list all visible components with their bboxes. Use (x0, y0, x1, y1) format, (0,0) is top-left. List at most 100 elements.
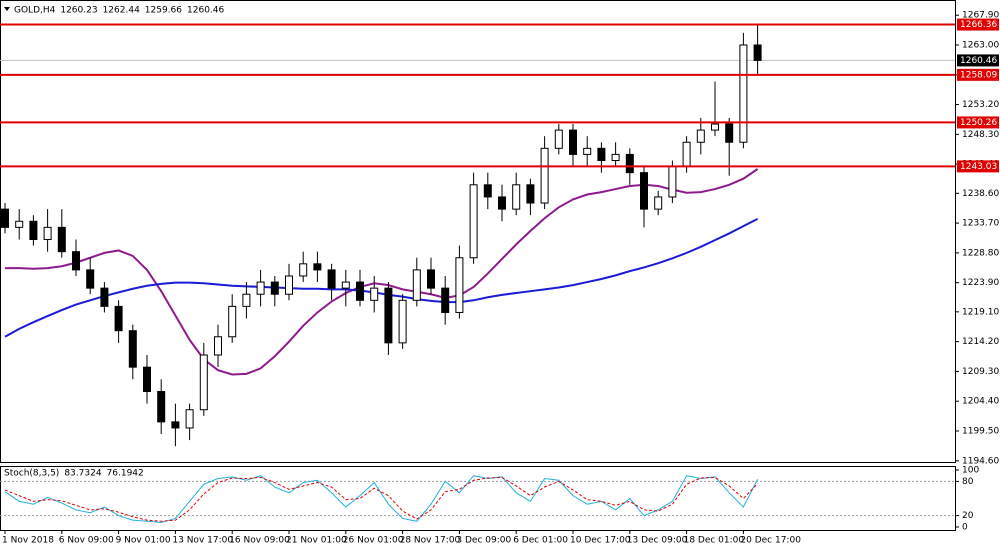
y-tick-label: 1194.60 (962, 456, 999, 466)
candle-body (242, 293, 251, 307)
candle-body (157, 390, 166, 423)
level-label: 1250.26 (960, 118, 997, 128)
level-label-box (957, 18, 999, 31)
candle-body (327, 269, 336, 289)
candle-body (15, 220, 24, 228)
candle-body (171, 421, 180, 429)
candle-body (725, 123, 734, 143)
candle-body (640, 172, 648, 210)
candle-body (569, 129, 577, 155)
candle-body (455, 257, 464, 313)
candle-body (597, 147, 606, 161)
x-tick-label: 3 Dec 09:00 (456, 536, 511, 546)
candle-body (143, 366, 151, 392)
candle-body (526, 184, 535, 204)
candle-body (100, 287, 109, 307)
candle-body (1, 208, 9, 228)
x-tick-label: 16 Nov 09:00 (229, 536, 290, 546)
candle-body (72, 251, 80, 271)
candle-body (753, 44, 762, 61)
candle-body (86, 269, 95, 289)
candle-body (270, 281, 279, 295)
current-price-box (957, 54, 999, 67)
y-tick-label: 1219.10 (962, 307, 999, 317)
y-tick-label: 1233.70 (962, 219, 999, 229)
candle-body (441, 287, 450, 313)
y-tick-label: 1228.80 (962, 248, 999, 258)
candle-body (611, 153, 620, 161)
ohlc-value: 1259.66 (145, 6, 182, 16)
menu-triangle (4, 7, 10, 11)
x-tick-label: 13 Nov 17:00 (172, 536, 233, 546)
candle-body (29, 220, 38, 241)
candle-body (483, 184, 492, 198)
candle-body (114, 305, 123, 332)
level-label: 1243.03 (960, 162, 997, 172)
level-label: 1266.36 (960, 20, 997, 30)
y-tick-label: 1209.30 (962, 367, 999, 377)
main-panel (0, 0, 956, 463)
ohlc-value: 1260.23 (60, 6, 97, 16)
stoch-value: 76.1942 (107, 469, 144, 479)
candle-body (739, 44, 748, 143)
candle-body (256, 281, 265, 295)
candle-body (427, 269, 435, 289)
candle-body (57, 226, 66, 253)
candle-body (185, 409, 194, 429)
candle-body (583, 147, 592, 155)
candle-body (469, 184, 478, 259)
x-tick-label: 6 Dec 01:00 (513, 536, 568, 546)
candle-body (384, 287, 393, 344)
candle-body (43, 226, 52, 241)
y-tick-label: 1214.20 (962, 337, 999, 347)
y-tick-label: 100 (962, 466, 979, 476)
x-tick-label: 28 Nov 17:00 (400, 536, 461, 546)
y-tick-label: 1248.30 (962, 130, 999, 140)
x-tick-label: 10 Dec 17:00 (570, 536, 631, 546)
y-tick-label: 0 (962, 523, 968, 533)
moving-average (4, 217, 759, 338)
candle-body (285, 275, 293, 295)
candle-body (540, 147, 549, 204)
x-tick-label: 1 Nov 2018 (2, 536, 54, 546)
level-label-box (957, 160, 999, 173)
candle-body (214, 336, 222, 356)
ohlc-value: 1260.46 (187, 6, 224, 16)
candle-body (370, 287, 379, 301)
candle-body (356, 281, 364, 301)
candle-body (711, 123, 719, 131)
stoch-value: 83.7324 (64, 469, 101, 479)
x-tick-label: 26 Nov 01:00 (343, 536, 404, 546)
y-tick-label: 1238.60 (962, 189, 999, 199)
stoch-line (4, 476, 758, 522)
stoch-title: Stoch(8,3,5) (4, 469, 59, 479)
candle-body (398, 299, 407, 344)
ohlc-value: 1262.44 (103, 6, 140, 16)
level-label: 1258.09 (960, 70, 997, 80)
candle-body (128, 330, 137, 368)
level-label-box (957, 68, 999, 81)
candle-body (682, 141, 691, 168)
candle-body (512, 184, 521, 210)
chart-title: GOLD,H4 (14, 6, 56, 16)
candle-body (228, 305, 237, 338)
y-tick-label: 1253.20 (962, 100, 999, 110)
y-tick-label: 80 (962, 477, 974, 487)
moving-average (5, 168, 759, 376)
y-tick-label: 20 (962, 511, 974, 521)
x-tick-label: 13 Dec 09:00 (627, 536, 688, 546)
candle-body (341, 281, 350, 289)
candle-body (299, 263, 308, 277)
candle-body (554, 129, 563, 149)
stoch-line (4, 475, 759, 523)
x-tick-label: 20 Dec 17:00 (740, 536, 801, 546)
candle-body (654, 196, 663, 210)
level-label-box (957, 116, 999, 129)
y-tick-label: 1199.50 (962, 426, 999, 436)
y-tick-label: 1204.40 (962, 397, 999, 407)
stoch-panel (0, 466, 956, 531)
x-tick-label: 18 Dec 01:00 (684, 536, 745, 546)
current-price-label: 1260.46 (960, 56, 997, 66)
x-tick-label: 9 Nov 01:00 (116, 536, 171, 546)
